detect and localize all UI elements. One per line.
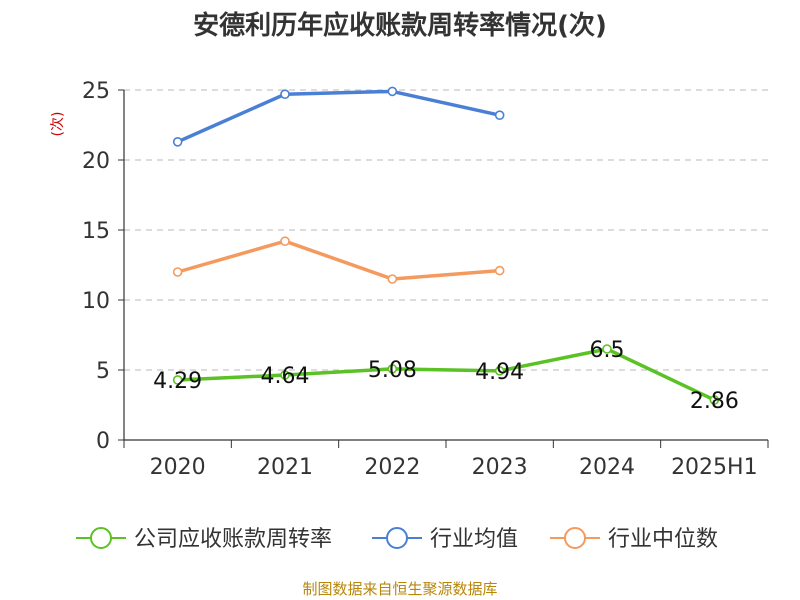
legend-label-2: 行业中位数 [608,527,718,552]
point-2-3 [494,265,505,276]
chart-title: 安德利历年应收账款周转率情况(次) [193,10,607,41]
point-2-2 [387,274,398,284]
x-tick-label-2021: 2021 [257,455,313,480]
source-note: 制图数据来自恒生聚源数据库 [302,580,497,598]
data-labels: 4.29 4.64 5.08 4.94 6.5 2.86 [153,338,739,414]
point-1-0 [172,137,183,147]
series-1 [172,86,505,147]
x-tick-label-2024: 2024 [579,455,635,480]
data-label-0-2: 5.08 [368,358,417,383]
x-tick-label-2022: 2022 [364,455,420,480]
point-2-1 [280,236,290,246]
series-line-1 [176,89,501,144]
point-1-3 [494,110,505,120]
grid-lines [124,89,768,371]
point-1-1 [280,89,290,99]
series-line-2 [177,239,500,281]
point-0-4 [602,344,612,354]
point-2-0 [172,267,183,277]
data-label-0-0: 4.29 [153,369,202,394]
axes: 0 5 10 15 20 25 2020 2021 2022 2023 2024 2025H1 [82,79,769,480]
y-tick-label-20: 20 [82,149,110,174]
y-tick-label-0: 0 [96,429,110,454]
series-layer [172,86,720,405]
legend-marker-1 [386,527,408,549]
x-tick-label-2023: 2023 [472,455,528,480]
legend: 公司应收账款周转率 行业均值 行业中位数 [76,527,718,552]
point-0-1 [280,370,290,380]
y-axis-unit: (次) [50,112,66,137]
series-2 [172,236,505,284]
y-tick-label-10: 10 [82,289,110,314]
point-1-2 [387,86,398,97]
legend-marker-0 [90,527,112,549]
legend-label-1: 行业均值 [430,527,518,552]
point-0-0 [172,375,183,385]
legend-item-0: 公司应收账款周转率 [76,527,332,552]
legend-item-1: 行业均值 [372,527,518,552]
data-label-0-5: 2.86 [690,389,739,414]
legend-label-0: 公司应收账款周转率 [134,527,332,552]
point-0-3 [494,366,505,376]
data-label-0-4: 6.5 [590,338,625,363]
y-tick-label-25: 25 [82,79,110,104]
point-0-2 [387,364,398,374]
y-tick-label-15: 15 [82,219,110,244]
point-0-5 [709,395,720,405]
x-tick-label-2025H1: 2025H1 [671,455,758,480]
data-label-0-1: 4.64 [261,364,310,389]
legend-marker-2 [564,527,586,549]
x-tick-label-2020: 2020 [150,455,206,480]
series-0 [172,344,720,405]
series-line-0 [177,347,716,402]
y-tick-label-5: 5 [96,359,110,384]
data-label-0-3: 4.94 [475,360,524,385]
legend-item-2: 行业中位数 [550,527,718,552]
